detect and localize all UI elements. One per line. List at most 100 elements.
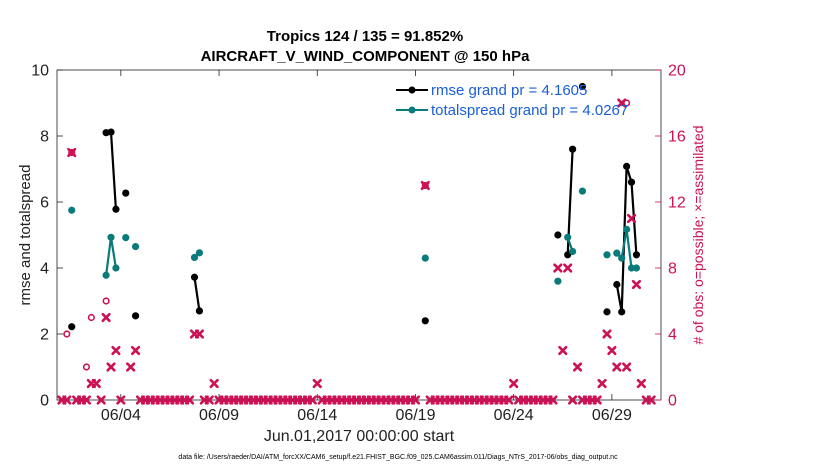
rmse-point [112, 205, 120, 213]
y2-axis-label: # of obs: o=possible; ×=assimilated [690, 125, 706, 344]
obs-assimilated-point [420, 180, 430, 191]
obs-assimilated-point [116, 395, 126, 405]
obs-assimilated-point [106, 362, 116, 372]
y-axis-label: rmse and totalspread [17, 165, 34, 306]
x-tick-label: 06/09 [199, 407, 239, 424]
obs-assimilated-point [553, 263, 563, 273]
legend-rmse-marker [408, 86, 416, 94]
totalspread-point [421, 254, 429, 262]
totalspread-point [131, 242, 140, 251]
obs-possible-point [623, 99, 631, 107]
obs-assimilated-point [568, 395, 578, 405]
obs-assimilated-point [209, 378, 219, 389]
obs-assimilated-point [410, 395, 421, 405]
rmse-line [193, 277, 201, 312]
rmse-point [623, 162, 631, 170]
obs-assimilated-point [636, 378, 646, 389]
x-tick-label: 06/04 [101, 407, 141, 424]
rmse-point [107, 128, 115, 136]
x-tick-label: 06/29 [592, 407, 632, 424]
obs-possible-point [102, 297, 110, 305]
obs-assimilated-point [91, 378, 101, 389]
obs-assimilated-point [307, 395, 317, 405]
rmse-point [627, 178, 636, 186]
obs-assimilated-point [558, 345, 568, 356]
y-tick-label: 0 [40, 393, 49, 410]
rmse-point [421, 317, 429, 325]
obs-assimilated-point [548, 395, 558, 405]
legend-rmse-label: rmse grand pr = 4.1605 [431, 82, 587, 99]
rmse-point [603, 308, 611, 316]
y2-tick-label: 12 [668, 195, 686, 212]
obs-assimilated-point [96, 395, 106, 405]
legend: rmse grand pr = 4.1605 totalspread grand… [396, 82, 628, 119]
obs-assimilated-point [67, 147, 77, 158]
rmse-point [632, 251, 641, 259]
obs-assimilated-point [62, 395, 72, 405]
obs-possible-point [87, 313, 95, 322]
obs-assimilated-point [646, 395, 656, 405]
totalspread-point [68, 206, 76, 214]
obs-assimilated-point [563, 263, 573, 273]
x-axis-label: Jun.01,2017 00:00:00 start [264, 428, 455, 445]
totalspread-point [554, 277, 562, 285]
y2-tick-label: 20 [668, 63, 686, 80]
obs-assimilated-point [622, 362, 632, 372]
obs-assimilated-point [204, 395, 214, 405]
rmse-point [578, 82, 587, 91]
chart-title: Tropics 124 / 135 = 91.852% [267, 28, 463, 45]
x-tick-label: 06/14 [297, 407, 337, 424]
y2-tick-label: 16 [668, 129, 686, 146]
y-tick-label: 2 [40, 327, 49, 344]
y2-tick-label: 8 [668, 261, 677, 278]
obs-assimilated-point [81, 395, 92, 405]
totalspread-point [122, 234, 130, 242]
obs-assimilated-point [602, 329, 612, 339]
obs-assimilated-point [612, 362, 622, 372]
totalspread-point [569, 247, 577, 256]
totalspread-point [564, 233, 572, 241]
obs-assimilated-point [631, 279, 642, 290]
obs-assimilated-point [111, 345, 121, 356]
y-tick-label: 8 [40, 129, 49, 146]
totalspread-point [112, 264, 120, 272]
rmse-point [122, 189, 130, 197]
totalspread-point [107, 233, 115, 241]
y2-tick-label: 4 [668, 327, 677, 344]
rmse-point [618, 308, 626, 316]
obs-assimilated-point [572, 362, 583, 372]
obs-assimilated-point [184, 395, 195, 405]
rmse-point [190, 273, 199, 281]
totalspread-point [623, 225, 631, 233]
obs-possible-point [63, 330, 71, 338]
x-tick-label: 06/19 [395, 407, 435, 424]
totalspread-point [578, 187, 587, 195]
series-markers [57, 82, 656, 405]
totalspread-point [632, 264, 641, 272]
y-tick-label: 10 [31, 63, 49, 80]
obs-assimilated-point [626, 213, 637, 224]
totalspread-point [603, 251, 611, 259]
rmse-point [613, 280, 621, 289]
data-file-footnote: data file: /Users/raeder/DAI/ATM_forcXX/… [178, 454, 618, 461]
rmse-point [68, 323, 76, 331]
rmse-point [569, 145, 577, 153]
obs-assimilated-point [592, 395, 602, 405]
obs-assimilated-point [504, 395, 514, 405]
x-tick-label: 06/24 [494, 407, 534, 424]
legend-totalspread-label: totalspread grand pr = 4.0267 [431, 102, 628, 119]
rmse-point [554, 231, 562, 239]
obs-possible-point [68, 148, 76, 157]
chart-subtitle: AIRCRAFT_V_WIND_COMPONENT @ 150 hPa [201, 48, 531, 65]
obs-assimilated-point [597, 378, 607, 389]
obs-possible-point [421, 181, 429, 190]
obs-possible-point [82, 363, 91, 371]
legend-totalspread-marker [408, 106, 416, 114]
rmse-point [131, 312, 140, 320]
totalspread-point [195, 249, 204, 257]
obs-assimilated-point [194, 329, 205, 339]
obs-assimilated-point [607, 345, 617, 356]
axis-ticks: 06/04 06/09 06/14 06/19 06/24 06/29 0 2 4 6 8 10 0 4 8… [31, 63, 686, 425]
y2-tick-label: 0 [668, 393, 677, 410]
